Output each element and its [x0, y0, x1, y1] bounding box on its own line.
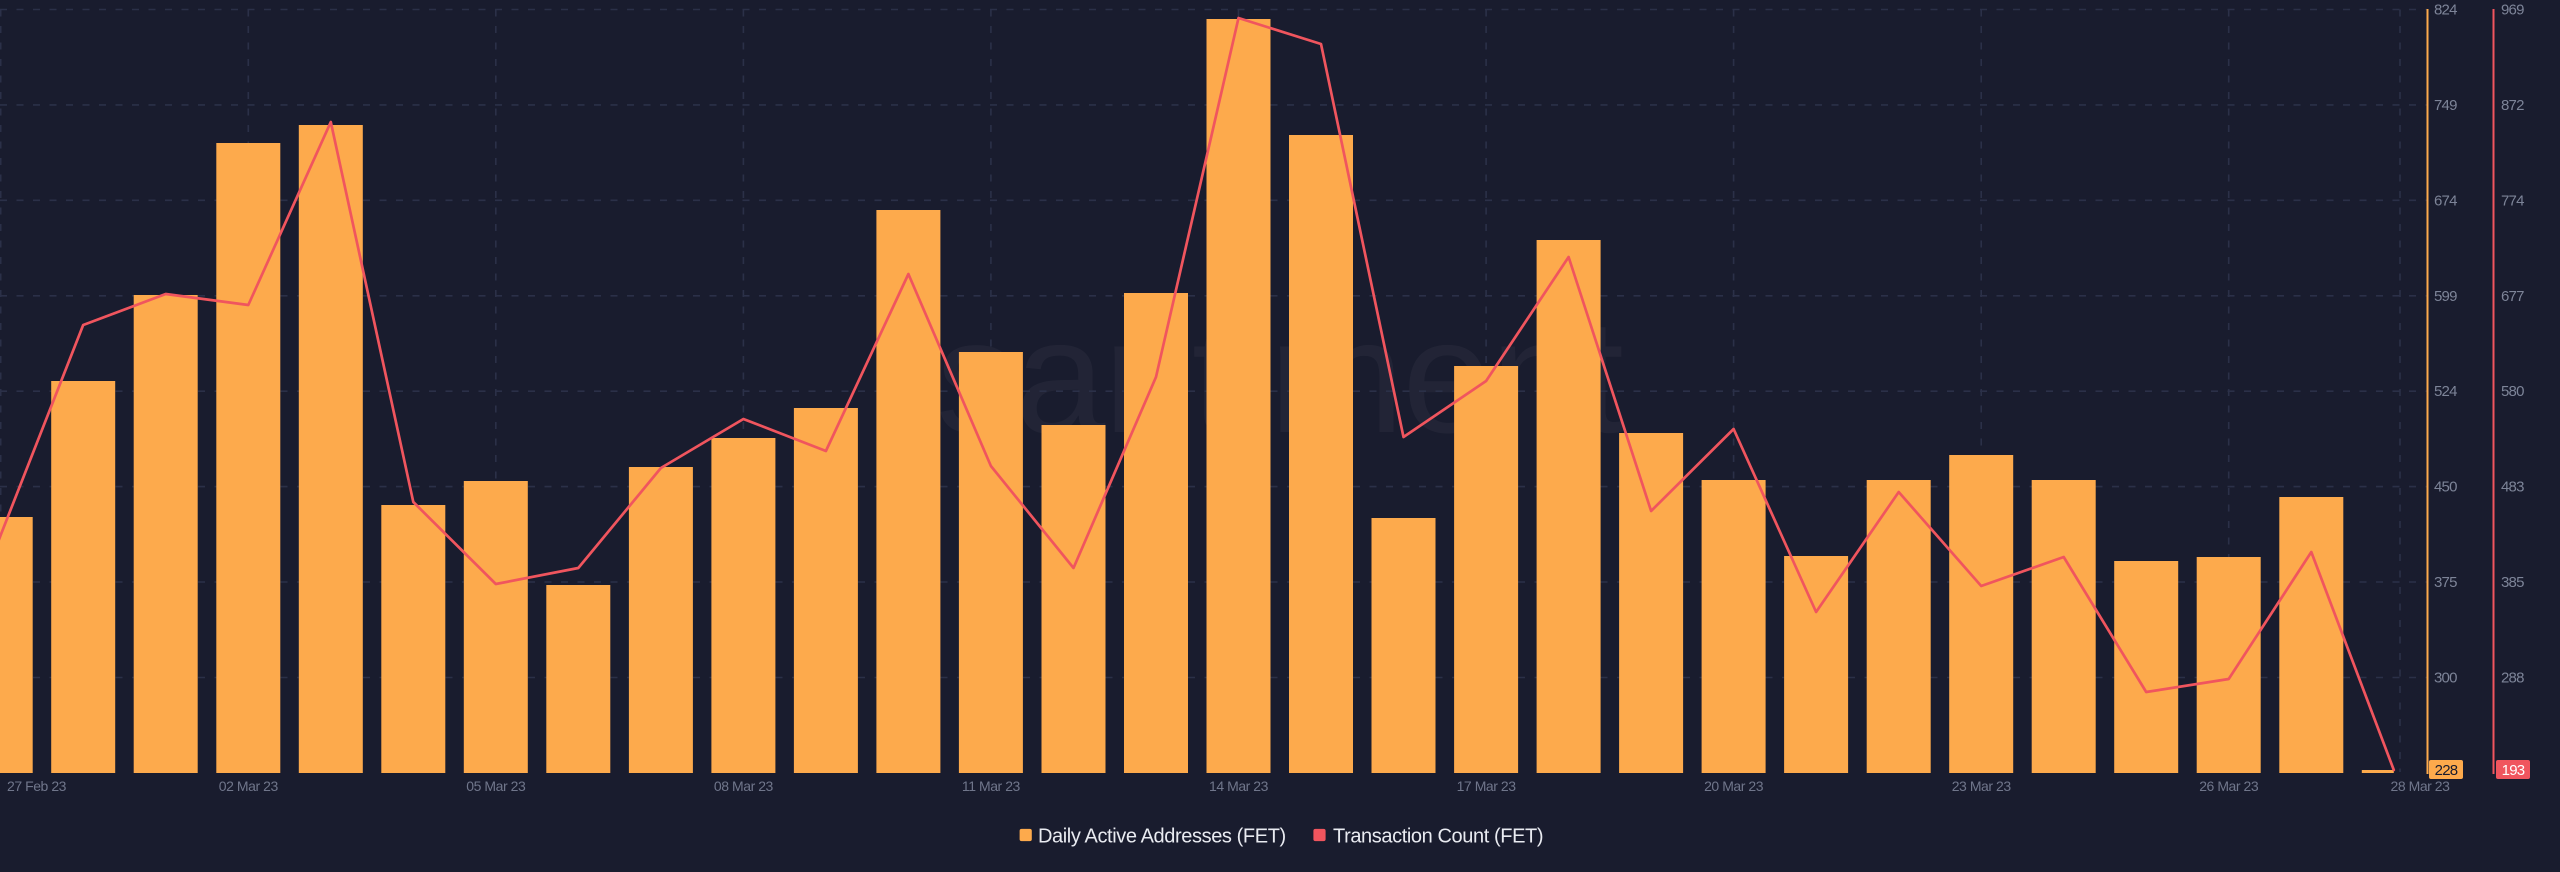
svg-text:05 Mar 23: 05 Mar 23: [466, 778, 526, 794]
svg-text:677: 677: [2501, 288, 2524, 305]
svg-text:228: 228: [2435, 762, 2458, 779]
svg-text:11 Mar 23: 11 Mar 23: [962, 778, 1021, 794]
svg-text:774: 774: [2501, 192, 2524, 209]
svg-text:483: 483: [2501, 479, 2524, 496]
svg-text:Daily Active Addresses (FET): Daily Active Addresses (FET): [1038, 825, 1286, 847]
svg-text:288: 288: [2501, 670, 2524, 687]
svg-text:872: 872: [2501, 97, 2524, 114]
svg-text:17 Mar 23: 17 Mar 23: [1457, 778, 1517, 794]
svg-text:20 Mar 23: 20 Mar 23: [1704, 778, 1764, 794]
svg-text:375: 375: [2434, 574, 2457, 591]
svg-text:749: 749: [2434, 97, 2457, 114]
svg-text:193: 193: [2502, 762, 2525, 779]
svg-text:385: 385: [2501, 574, 2524, 591]
svg-text:02 Mar 23: 02 Mar 23: [219, 778, 279, 794]
svg-text:300: 300: [2434, 670, 2457, 687]
svg-text:Transaction Count (FET): Transaction Count (FET): [1333, 825, 1543, 847]
svg-text:14 Mar 23: 14 Mar 23: [1209, 778, 1269, 794]
svg-text:524: 524: [2434, 383, 2457, 400]
svg-text:599: 599: [2434, 288, 2457, 305]
svg-text:23 Mar 23: 23 Mar 23: [1952, 778, 2012, 794]
svg-text:450: 450: [2434, 479, 2457, 496]
svg-text:580: 580: [2501, 383, 2524, 400]
svg-text:969: 969: [2501, 2, 2524, 19]
svg-text:674: 674: [2434, 192, 2457, 209]
svg-text:08 Mar 23: 08 Mar 23: [714, 778, 774, 794]
svg-text:26 Mar 23: 26 Mar 23: [2199, 778, 2259, 794]
svg-text:824: 824: [2434, 2, 2457, 19]
svg-text:28 Mar 23: 28 Mar 23: [2391, 778, 2451, 794]
svg-text:santiment: santiment: [936, 286, 1623, 467]
svg-text:27 Feb 23: 27 Feb 23: [7, 778, 67, 794]
